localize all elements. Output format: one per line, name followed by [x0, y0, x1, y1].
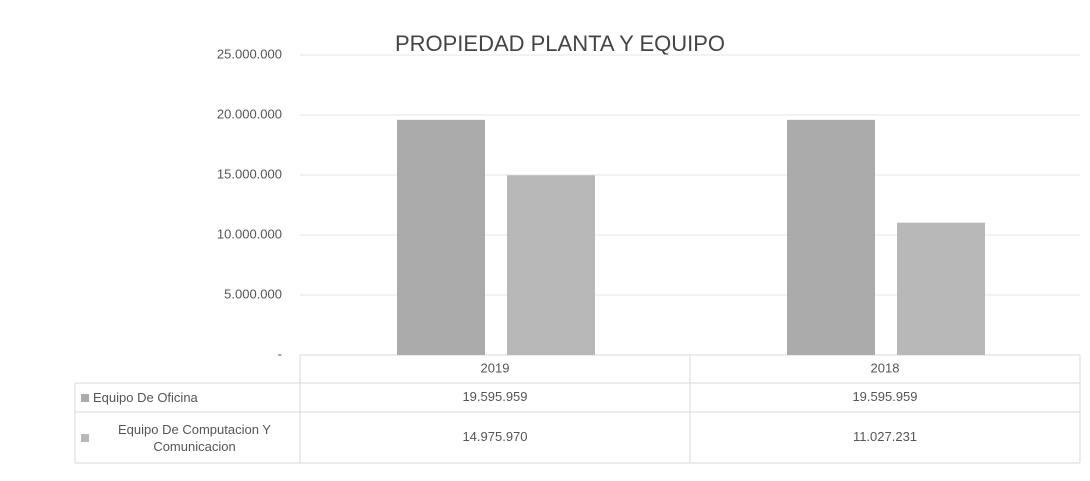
legend-entry: Equipo De Oficina	[81, 383, 296, 412]
legend-entry: Equipo De Computacion Y Comunicacion	[81, 412, 296, 463]
table-value: 19.595.959	[852, 389, 917, 404]
legend-swatch	[81, 433, 89, 442]
bar	[787, 119, 875, 355]
y-tick-label: 5.000.000	[224, 286, 282, 301]
y-tick-label: 10.000.000	[217, 226, 282, 241]
bar	[507, 175, 595, 355]
y-tick-label: 15.000.000	[217, 166, 282, 181]
legend-label: Equipo De Computacion Y Comunicacion	[118, 421, 271, 454]
chart-title: PROPIEDAD PLANTA Y EQUIPO	[395, 31, 725, 56]
y-tick-label: 25.000.000	[217, 46, 282, 61]
table-value: 19.595.959	[462, 389, 527, 404]
table-value: 11.027.231	[853, 429, 917, 444]
x-tick-label: 2018	[871, 360, 900, 375]
bar	[897, 222, 985, 355]
bar	[397, 119, 485, 355]
legend-swatch	[81, 393, 89, 402]
y-tick-label: -	[278, 346, 282, 361]
x-tick-label: 2019	[481, 360, 510, 375]
table-value: 14.975.970	[462, 429, 527, 444]
y-tick-label: 20.000.000	[217, 106, 282, 121]
legend-label: Equipo De Oficina	[93, 390, 198, 405]
